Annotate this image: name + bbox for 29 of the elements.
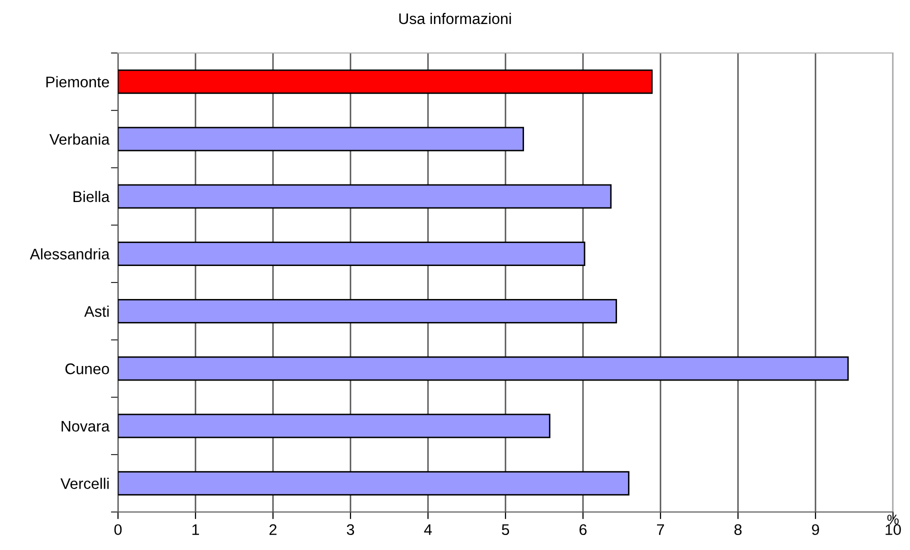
x-tick-label: 10: [886, 524, 901, 536]
x-tick-label: 8: [734, 524, 742, 536]
y-tick-label: Verbania: [49, 134, 110, 145]
x-tick-label: 0: [114, 524, 122, 536]
x-tick-label: 3: [346, 524, 354, 536]
x-tick-label: 9: [812, 524, 820, 536]
x-tick-label: 7: [657, 524, 664, 535]
x-tick-label: 4: [424, 524, 432, 535]
x-tick-label: 2: [270, 524, 276, 535]
y-tick-label: Biella: [74, 190, 110, 202]
x-tick-label: 6: [580, 524, 587, 536]
x-tick-label: 1: [192, 524, 200, 535]
bar: [118, 126, 524, 152]
y-tick-label: Vercelli: [60, 478, 109, 489]
chart-title: Usa informazioni: [399, 12, 511, 24]
y-tick-label: Novara: [62, 420, 110, 432]
bar: [118, 299, 618, 324]
y-tick-label: Piemonte: [46, 76, 109, 88]
y-tick-label: Cuneo: [65, 363, 110, 374]
bar: [118, 356, 849, 381]
x-tick-label: 5: [502, 524, 510, 536]
y-tick-label: Alessandria: [30, 248, 110, 260]
bar: [118, 242, 586, 266]
x-axis-title: %: [887, 514, 899, 524]
bar: [118, 184, 612, 209]
bar: [118, 471, 630, 496]
bar: [118, 70, 653, 94]
y-tick-label: Asti: [84, 306, 109, 317]
bar: [118, 414, 550, 438]
